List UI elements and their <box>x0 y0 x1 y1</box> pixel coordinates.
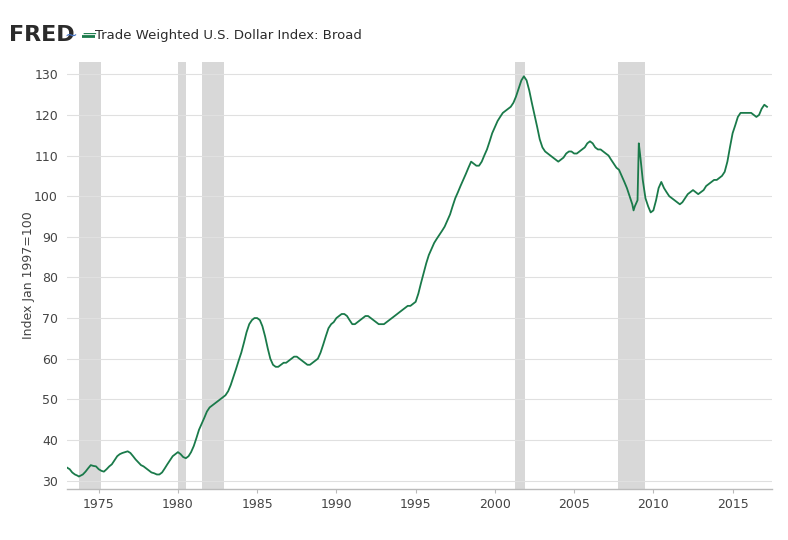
Bar <box>618 62 645 489</box>
Y-axis label: Index Jan 1997=100: Index Jan 1997=100 <box>22 212 35 339</box>
Text: ~: ~ <box>65 28 77 43</box>
Bar <box>178 62 186 489</box>
Text: Trade Weighted U.S. Dollar Index: Broad: Trade Weighted U.S. Dollar Index: Broad <box>95 29 362 42</box>
Text: FRED: FRED <box>9 25 75 45</box>
Bar <box>79 62 102 489</box>
Bar <box>202 62 225 489</box>
Bar <box>515 62 526 489</box>
Text: —: — <box>83 28 96 42</box>
